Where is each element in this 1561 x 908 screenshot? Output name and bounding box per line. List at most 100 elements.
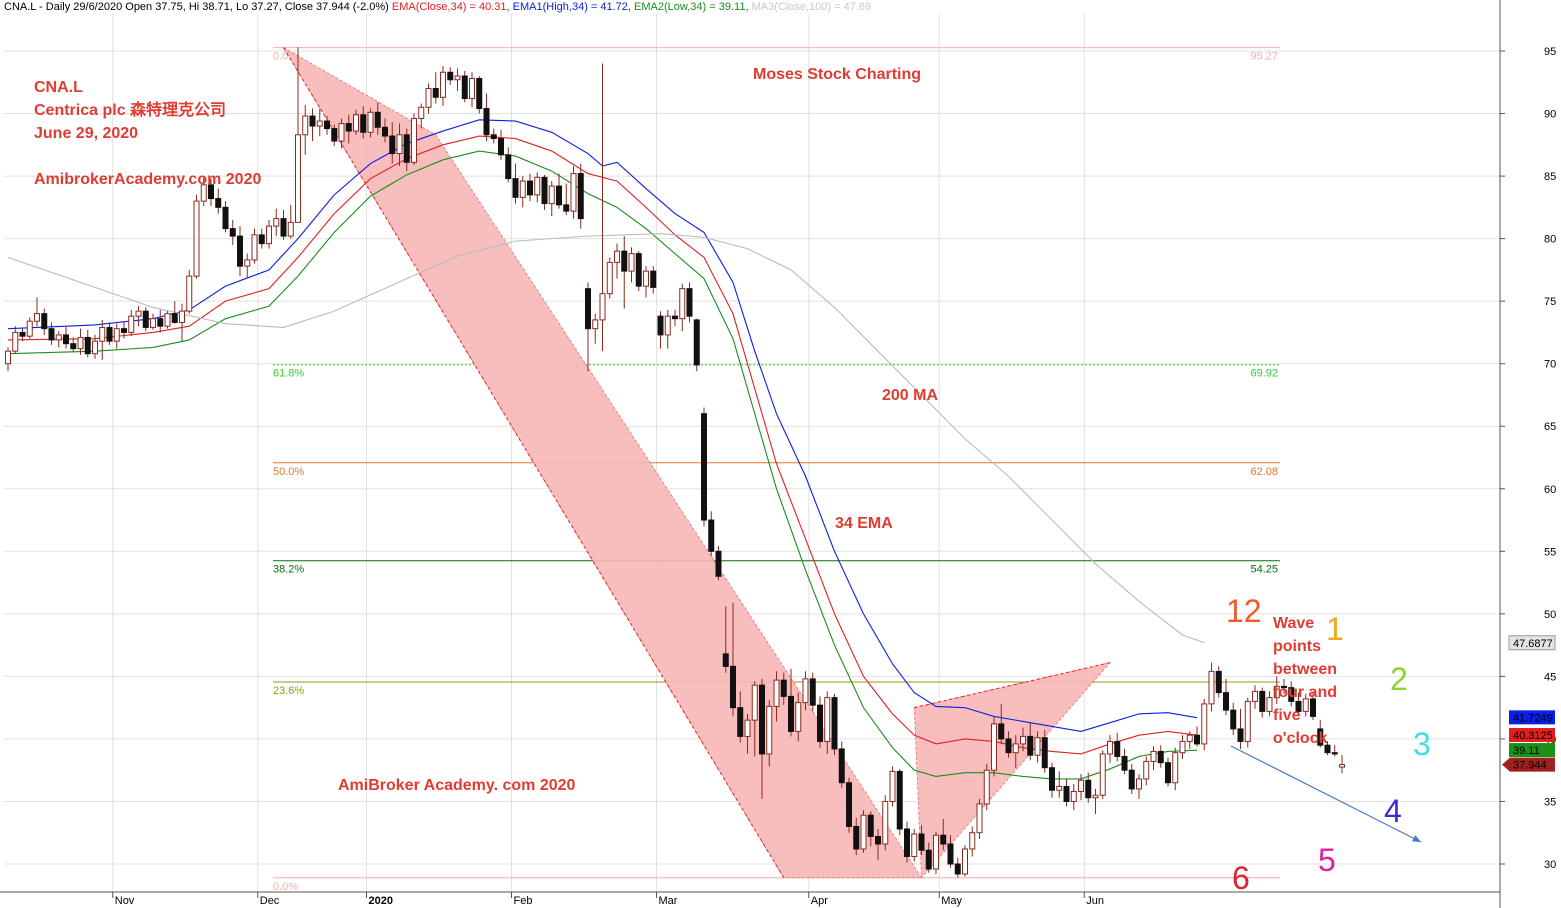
fib-value-label: 69.92 xyxy=(1250,368,1278,380)
candle-body xyxy=(1012,743,1019,754)
candle xyxy=(26,317,33,339)
candle xyxy=(1136,773,1142,799)
candle-body xyxy=(860,814,867,850)
candle xyxy=(672,309,678,327)
candle xyxy=(106,322,113,345)
candle xyxy=(1150,746,1157,771)
candle-body xyxy=(92,340,98,355)
clock-number-2: 2 xyxy=(1390,661,1408,697)
candle-body xyxy=(983,769,990,805)
candle xyxy=(686,282,693,323)
candle xyxy=(1215,666,1222,698)
candle xyxy=(1114,732,1121,762)
price-tick-label: 45 xyxy=(1544,671,1556,683)
candle xyxy=(200,176,207,207)
clock-face: 12 1 2 3 4 5 6 xyxy=(1226,593,1431,896)
candle-body xyxy=(730,665,736,709)
candle xyxy=(345,114,352,144)
candle-body xyxy=(904,828,910,857)
price-tag: 39.11 xyxy=(1509,743,1555,758)
candle xyxy=(976,798,983,839)
candle-body xyxy=(121,328,127,333)
candle xyxy=(34,297,40,327)
candle-body xyxy=(1005,738,1012,754)
candle-body xyxy=(34,313,40,322)
candle xyxy=(527,173,533,202)
candle-body xyxy=(353,114,359,132)
candle xyxy=(84,329,91,358)
price-tag: 47.6877 xyxy=(1508,635,1556,651)
candle-body xyxy=(447,71,454,81)
candle xyxy=(563,183,570,215)
candle xyxy=(382,118,388,143)
candle xyxy=(860,810,867,853)
wave-note: Wave points between four and five o'cloc… xyxy=(1273,615,1337,747)
candle xyxy=(693,318,700,372)
date-tick-label: Dec xyxy=(260,895,280,907)
candle-body xyxy=(1070,790,1077,802)
candle-body xyxy=(795,702,802,732)
candle xyxy=(1034,731,1041,763)
candle-body xyxy=(1302,698,1309,712)
candle-body xyxy=(382,126,388,137)
candle xyxy=(599,63,606,352)
candle-body xyxy=(84,336,91,355)
candle-body xyxy=(425,88,432,108)
candle-body xyxy=(26,320,33,337)
candle xyxy=(186,269,193,314)
candle-body xyxy=(469,78,475,100)
price-tick-label: 85 xyxy=(1544,171,1556,183)
series-line xyxy=(7,119,1198,732)
candle-body xyxy=(331,128,338,142)
candle-body xyxy=(48,328,55,341)
candle xyxy=(1027,722,1034,761)
candle-body xyxy=(12,331,19,352)
fib-value-label: 62.08 xyxy=(1250,466,1278,478)
price-tag-bg xyxy=(1502,757,1555,772)
price-tick-label: 80 xyxy=(1544,234,1556,246)
candle-body xyxy=(911,833,918,857)
candle xyxy=(157,309,164,333)
candle xyxy=(150,313,156,330)
candle xyxy=(1194,726,1200,747)
candle xyxy=(179,303,185,342)
candle-body xyxy=(1230,709,1237,730)
candle-body xyxy=(534,176,541,196)
candle-body xyxy=(1186,734,1193,742)
candle-body xyxy=(55,334,62,341)
candle xyxy=(1005,731,1012,758)
candle-body xyxy=(5,350,11,365)
header-main: CNA.L - Daily 29/6/2020 Open 37.75, Hi 3… xyxy=(4,1,389,13)
candle xyxy=(1121,748,1128,774)
wave-note-line: o'clock xyxy=(1273,730,1328,747)
candle xyxy=(744,713,751,754)
candle-body xyxy=(1215,670,1222,694)
candle-body xyxy=(237,235,243,267)
chart-header: CNA.L - Daily 29/6/2020 Open 37.75, Hi 3… xyxy=(4,1,871,13)
candle xyxy=(418,103,425,129)
candle xyxy=(635,251,642,292)
candle-body xyxy=(512,178,519,198)
date-tick-label: Nov xyxy=(115,895,135,907)
candle xyxy=(918,825,925,856)
date-tick-label: May xyxy=(941,895,962,907)
candle xyxy=(701,407,707,527)
candle-body xyxy=(635,253,642,287)
candle-body xyxy=(295,134,301,223)
date-tick-label: Mar xyxy=(659,895,678,907)
candle xyxy=(1317,720,1324,748)
candle xyxy=(1324,741,1331,756)
candle xyxy=(1295,692,1302,717)
candle xyxy=(48,322,55,345)
price-tag: 37.944 xyxy=(1502,757,1555,772)
candle xyxy=(483,93,490,142)
candle-body xyxy=(150,318,156,328)
candle xyxy=(1056,771,1063,798)
series-line xyxy=(7,233,1205,644)
candle xyxy=(440,66,446,107)
candle xyxy=(1273,676,1280,704)
candle xyxy=(867,811,874,847)
candle-body xyxy=(1295,700,1302,712)
candle xyxy=(1331,745,1338,757)
candle xyxy=(432,72,439,104)
